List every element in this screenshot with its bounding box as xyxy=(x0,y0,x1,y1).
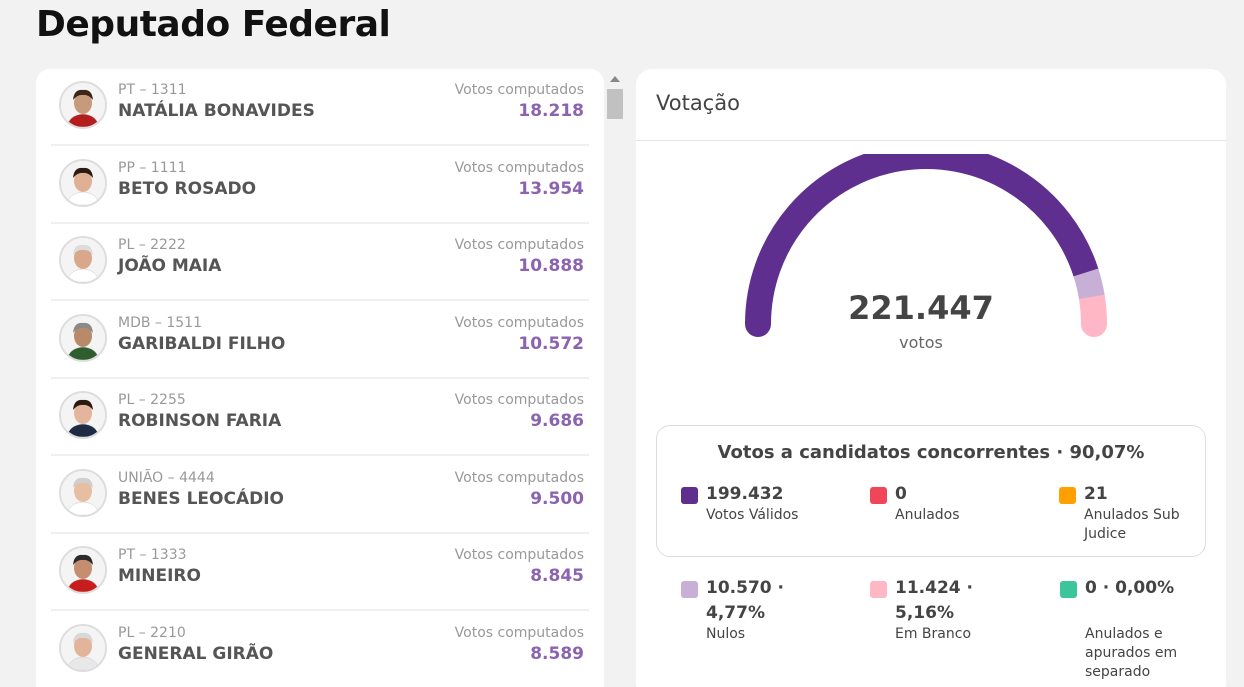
candidate-photo-icon xyxy=(59,468,107,517)
stat-value: 0 xyxy=(895,484,907,504)
legend-swatch xyxy=(870,487,887,504)
candidate-party-number: PL – 2210 xyxy=(118,624,186,641)
candidate-name: BENES LEOCÁDIO xyxy=(118,488,284,509)
stat-label: Nulos xyxy=(706,626,746,642)
candidate-party-number: MDB – 1511 xyxy=(118,314,202,331)
votes-label: Votos computados xyxy=(454,392,584,408)
candidate-votes: 10.888 xyxy=(518,256,584,276)
concorrentes-title: Votos a candidatos concorrentes · 90,07% xyxy=(717,442,1145,463)
gauge-segment-nulos xyxy=(1073,268,1105,300)
votes-label: Votos computados xyxy=(454,82,584,98)
candidate-votes: 10.572 xyxy=(518,333,584,354)
scroll-up-arrow-icon[interactable] xyxy=(610,76,620,82)
candidate-party-number: UNIÃO – 4444 xyxy=(118,469,215,486)
candidate-votes: 9.686 xyxy=(530,411,584,431)
stat-value: 0 · 0,00% xyxy=(1085,578,1175,598)
votacao-title: Votação xyxy=(656,91,740,115)
candidate-votes: 8.845 xyxy=(530,566,584,586)
candidate-photo-icon xyxy=(59,623,107,672)
candidate-name: ROBINSON FARIA xyxy=(118,411,282,431)
candidate-photo-icon xyxy=(59,546,107,594)
candidate-name: BETO ROSADO xyxy=(118,178,257,199)
candidate-list[interactable]: PT – 1311 NATÁLIA BONAVIDES Votos computad… xyxy=(36,69,604,687)
candidate-row[interactable]: PP – 1111 BETO ROSADO Votos computados 13.9… xyxy=(51,147,589,224)
votes-label: Votos computados xyxy=(454,624,584,641)
candidate-votes: 8.589 xyxy=(530,643,584,664)
page-title: Deputado Federal xyxy=(36,4,391,45)
candidate-votes: 13.954 xyxy=(518,178,584,199)
candidate-name: GARIBALDI FILHO xyxy=(118,333,286,354)
votacao-panel: Votação 221.447 votos Votos a candidatos… xyxy=(636,69,1226,687)
candidate-photo-icon xyxy=(59,391,107,439)
candidate-photo-icon xyxy=(59,236,107,284)
candidate-row[interactable]: UNIÃO – 4444 BENES LEOCÁDIO Votos computad… xyxy=(51,457,589,534)
stat-value: 199.432 xyxy=(706,484,784,504)
candidate-name: MINEIRO xyxy=(118,566,201,586)
candidate-row[interactable]: PL – 2210 GENERAL GIRÃO Votos computados 8.… xyxy=(51,612,589,687)
list-scrollbar[interactable] xyxy=(606,72,624,687)
candidate-row[interactable]: PT – 1333 MINEIRO Votos computados 8.845 xyxy=(51,534,589,611)
votes-label: Votos computados xyxy=(454,469,584,486)
candidate-party-number: PT – 1333 xyxy=(118,547,187,563)
gauge-segment-branco xyxy=(1078,283,1107,337)
stat-value: 10.570 · 4,77% xyxy=(706,578,784,623)
stat-label: Em Branco xyxy=(895,626,972,642)
stat-label: Anulados Sub Judice xyxy=(1084,507,1180,542)
stat-value: 11.424 · 5,16% xyxy=(895,578,973,623)
legend-swatch xyxy=(1059,487,1076,504)
votes-label: Votos computados xyxy=(454,237,584,253)
candidate-party-number: PP – 1111 xyxy=(118,159,187,176)
stat-value: 21 xyxy=(1084,484,1108,504)
candidate-party-number: PL – 2255 xyxy=(118,392,186,408)
candidate-row[interactable]: PL – 2222 JOÃO MAIA Votos computados 10.888 xyxy=(51,224,589,301)
candidate-votes: 18.218 xyxy=(518,101,584,121)
stat-label: Anulados e apurados em separado xyxy=(1085,626,1178,680)
scroll-thumb[interactable] xyxy=(607,89,623,119)
candidate-name: NATÁLIA BONAVIDES xyxy=(118,101,315,121)
candidate-photo-icon xyxy=(59,313,107,362)
candidate-row[interactable]: PL – 2255 ROBINSON FARIA Votos computados 9… xyxy=(51,379,589,456)
legend-swatch xyxy=(681,581,698,598)
candidate-photo-icon xyxy=(59,81,107,129)
candidate-party-number: PL – 2222 xyxy=(118,237,186,253)
votes-label: Votos computados xyxy=(454,314,584,331)
candidate-row[interactable]: PT – 1311 NATÁLIA BONAVIDES Votos computad… xyxy=(51,69,589,146)
legend-swatch xyxy=(681,487,698,504)
candidate-party-number: PT – 1311 xyxy=(118,82,187,98)
stat-label: Votos Válidos xyxy=(706,507,799,523)
stat-label: Anulados xyxy=(895,507,960,523)
gauge-segment-validos xyxy=(745,154,1099,337)
legend-swatch xyxy=(1060,581,1077,598)
candidate-name: JOÃO MAIA xyxy=(118,256,222,276)
votes-label: Votos computados xyxy=(454,159,584,176)
concorrentes-box: Votos a candidatos concorrentes · 90,07%… xyxy=(656,425,1206,557)
candidate-row[interactable]: MDB – 1511 GARIBALDI FILHO Votos computado… xyxy=(51,302,589,379)
legend-swatch xyxy=(870,581,887,598)
candidate-name: GENERAL GIRÃO xyxy=(118,643,274,664)
gauge-total: 221.447 xyxy=(848,289,994,327)
votes-label: Votos computados xyxy=(454,547,584,563)
gauge-unit: votos xyxy=(899,333,943,352)
divider xyxy=(636,140,1226,141)
votes-gauge xyxy=(745,154,1107,337)
candidate-photo-icon xyxy=(59,158,107,207)
candidate-votes: 9.500 xyxy=(530,488,584,509)
